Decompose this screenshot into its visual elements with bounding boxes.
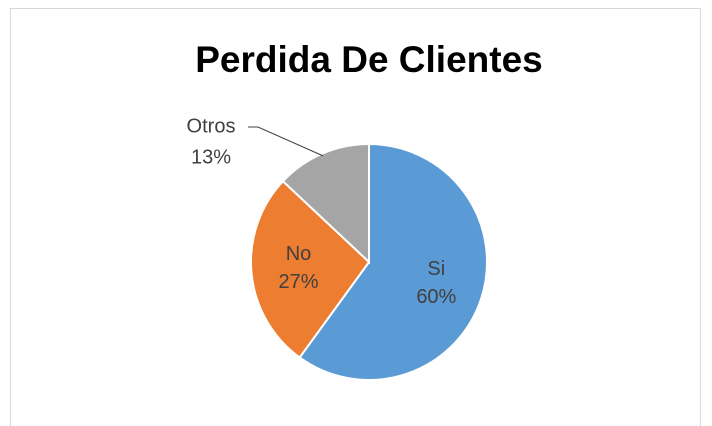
slice-value-label: 13% <box>191 146 231 168</box>
chart-title: Perdida De Clientes <box>195 39 543 80</box>
pie-slice <box>250 179 371 359</box>
slice-value-label: 60% <box>416 286 456 308</box>
pie-slice <box>298 142 488 381</box>
slice-label: No <box>286 243 312 265</box>
slice-label: Si <box>427 258 445 280</box>
slice-value-label: 27% <box>278 271 318 293</box>
leader-line <box>248 126 324 157</box>
slice-label: Otros <box>187 115 236 137</box>
chart-border <box>10 8 701 426</box>
pie-slice <box>281 142 370 265</box>
